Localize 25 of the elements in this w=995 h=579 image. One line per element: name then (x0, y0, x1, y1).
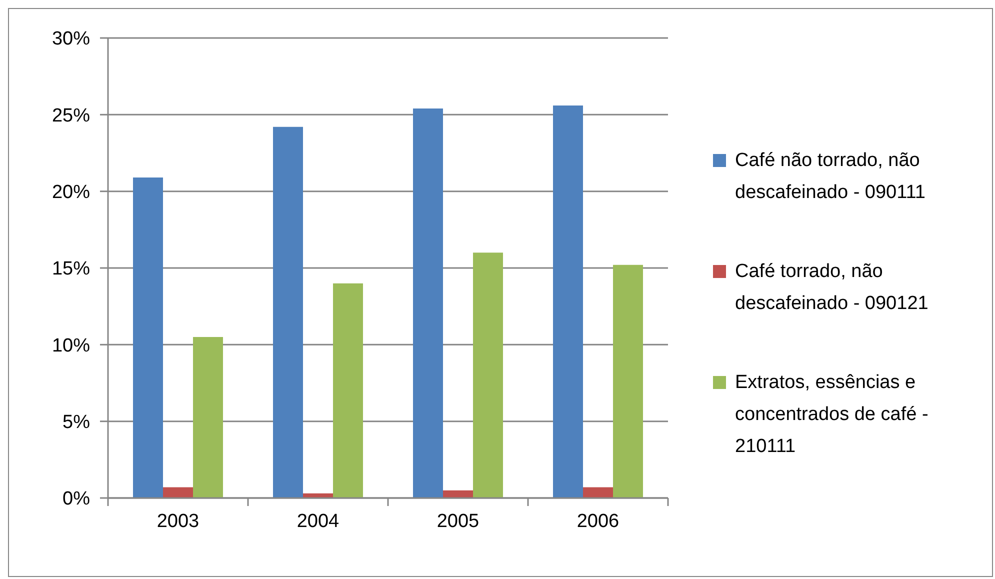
bar (273, 126, 303, 498)
bar (193, 337, 223, 498)
y-tick-label: 20% (52, 182, 90, 204)
y-tick-label: 30% (52, 28, 90, 50)
bar (443, 490, 473, 498)
y-tick-label: 15% (52, 258, 90, 280)
bar (163, 487, 193, 498)
bar (413, 108, 443, 498)
bar (553, 105, 583, 498)
x-tick-label: 2006 (576, 511, 620, 532)
legend-label: Extratos, essências e concentrados de café - 210111 (735, 370, 930, 458)
bar (133, 178, 163, 498)
y-tick-label: 5% (62, 412, 90, 434)
bar (473, 252, 503, 498)
y-tick-label: 25% (52, 105, 90, 126)
bar (613, 264, 643, 498)
x-tick-label: 2004 (296, 511, 340, 532)
x-tick-label: 2005 (436, 511, 480, 532)
y-tick-label: 0% (62, 488, 90, 510)
bar (333, 283, 363, 498)
legend-label: Café não torrado, não descafeinado - 090111 (735, 148, 927, 204)
legend-label: Café torrado, não descafeinado - 090121 (735, 260, 930, 316)
bar (583, 487, 613, 498)
y-tick-label: 10% (52, 335, 90, 356)
x-tick-label: 2003 (156, 511, 200, 532)
